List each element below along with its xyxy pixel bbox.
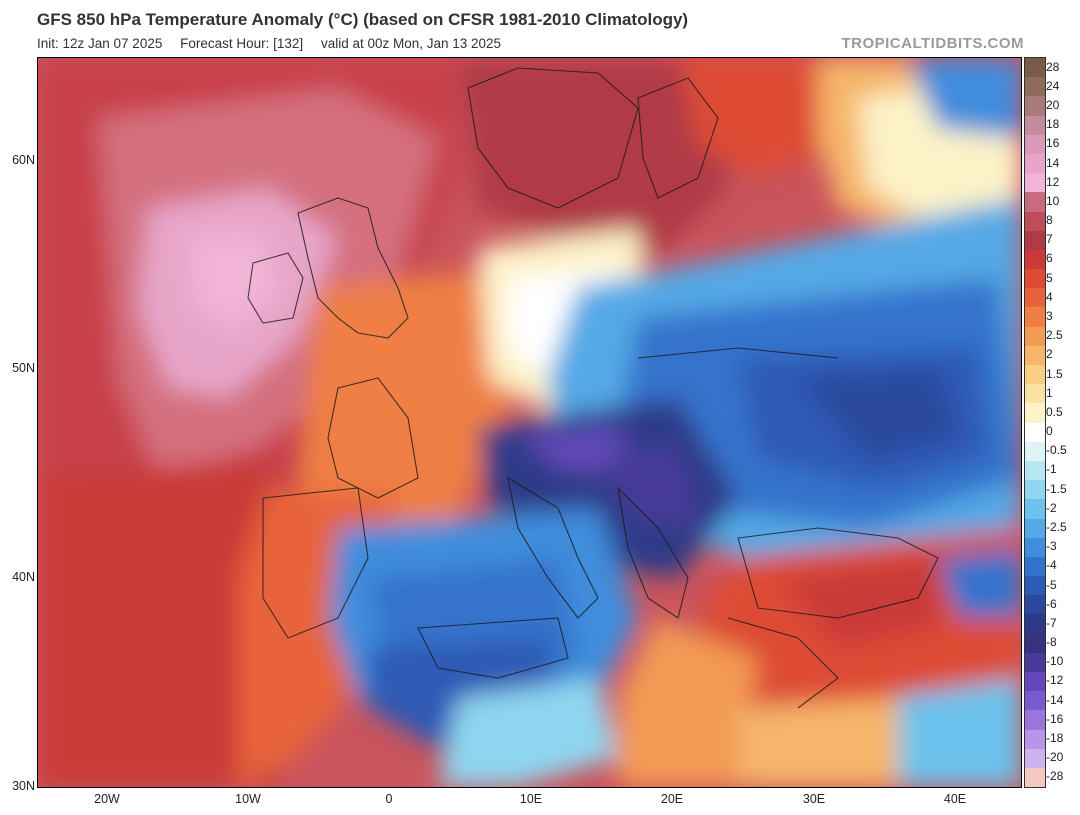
lon-label-40e: 40E [943, 792, 967, 806]
color-swatch [1025, 576, 1045, 596]
color-swatch [1025, 403, 1045, 423]
lon-label-0: 0 [385, 792, 393, 806]
color-scale-label: 5 [1046, 270, 1053, 285]
color-scale-label: -1 [1046, 462, 1057, 477]
anomaly-map [37, 57, 1022, 788]
lon-label-20e: 20E [660, 792, 684, 806]
color-swatch [1025, 729, 1045, 749]
color-swatch [1025, 480, 1045, 500]
lon-label-10e: 10E [519, 792, 543, 806]
color-swatch [1025, 192, 1045, 212]
valid-time: valid at 00z Mon, Jan 13 2025 [320, 36, 502, 51]
lon-label-30e: 30E [802, 792, 826, 806]
color-scale-label: 0.5 [1046, 404, 1063, 419]
color-swatch [1025, 767, 1045, 788]
color-swatch [1025, 230, 1045, 250]
chart-subtitle: Init: 12z Jan 07 2025 Forecast Hour: [13… [37, 36, 515, 51]
color-swatch [1025, 460, 1045, 481]
color-swatch [1025, 365, 1045, 385]
color-swatch [1025, 173, 1045, 193]
color-swatch [1025, 134, 1045, 154]
color-scale-labels: 28 24 20 18 16 14 12 10 8 7 6 5 4 3 2.5 2 1.5 1 0.5 0 -0.5 -1… [1046, 57, 1080, 786]
color-scale-label: 1 [1046, 385, 1053, 400]
lat-label-50n: 50N [12, 361, 35, 375]
color-scale-label: 20 [1046, 97, 1060, 112]
color-swatch [1025, 77, 1045, 97]
color-scale-label: -2.5 [1046, 520, 1067, 534]
color-scale-label: 4 [1046, 289, 1053, 304]
color-scale-label: -1.5 [1046, 481, 1067, 496]
color-scale-label: 12 [1046, 174, 1060, 189]
brand-watermark: TROPICALTIDBITS.COM [841, 35, 1024, 52]
color-scale-label: -8 [1046, 635, 1057, 650]
color-swatch [1025, 748, 1045, 768]
color-scale-label: 2.5 [1046, 328, 1063, 343]
color-scale-label: -2 [1046, 500, 1057, 515]
lat-label-30n: 30N [12, 779, 35, 793]
color-swatch [1025, 249, 1045, 270]
color-swatch [1025, 652, 1045, 672]
color-scale-label: -7 [1046, 615, 1057, 630]
color-scale-label: -20 [1046, 750, 1064, 765]
color-scale-label: 24 [1046, 78, 1060, 93]
color-swatch [1025, 499, 1045, 519]
color-swatch [1025, 672, 1045, 692]
color-scale-label: 2 [1046, 347, 1053, 362]
color-scale-label: 0 [1046, 424, 1053, 439]
color-scale-label: -14 [1046, 692, 1064, 707]
color-swatch [1025, 307, 1045, 327]
lon-label-20w: 20W [94, 792, 120, 806]
color-swatch [1025, 556, 1045, 577]
color-swatch [1025, 537, 1045, 557]
color-scale-label: -3 [1046, 539, 1057, 554]
color-swatch [1025, 288, 1045, 308]
color-scale-label: -0.5 [1046, 443, 1067, 458]
map-canvas [38, 58, 1021, 787]
color-scale-label: -18 [1046, 731, 1064, 746]
color-scale-label: -10 [1046, 654, 1064, 669]
color-scale-label: -12 [1046, 673, 1064, 688]
init-time: Init: 12z Jan 07 2025 [37, 36, 163, 51]
color-swatch [1025, 710, 1045, 730]
color-scale-label: -5 [1046, 577, 1057, 592]
color-swatch [1025, 422, 1045, 442]
lat-label-60n: 60N [12, 153, 35, 167]
color-swatch [1025, 269, 1045, 289]
color-scale-label: 3 [1046, 308, 1053, 323]
color-scale-label: 7 [1046, 232, 1053, 247]
color-swatch [1025, 58, 1045, 78]
color-swatch [1025, 153, 1045, 174]
color-scale-label: 28 [1046, 59, 1060, 74]
color-scale-label: -16 [1046, 711, 1064, 726]
color-scale-bar [1024, 57, 1046, 788]
color-swatch [1025, 518, 1045, 538]
color-swatch [1025, 96, 1045, 116]
color-scale-label: 14 [1046, 155, 1060, 170]
color-scale-label: 1.5 [1046, 366, 1063, 381]
color-swatch [1025, 441, 1045, 461]
forecast-hour: Forecast Hour: [132] [180, 36, 304, 51]
lat-label-40n: 40N [12, 570, 35, 584]
color-swatch [1025, 211, 1045, 231]
color-scale-label: 6 [1046, 251, 1053, 266]
color-scale-label: 8 [1046, 213, 1053, 228]
color-scale-label: 16 [1046, 136, 1060, 151]
color-scale-label: -28 [1046, 769, 1064, 784]
color-scale-label: 18 [1046, 117, 1060, 132]
color-swatch [1025, 595, 1045, 615]
color-scale-label: -4 [1046, 558, 1057, 573]
color-swatch [1025, 345, 1045, 365]
color-scale-label: 10 [1046, 193, 1060, 208]
lon-label-10w: 10W [235, 792, 261, 806]
color-swatch [1025, 691, 1045, 711]
color-swatch [1025, 614, 1045, 634]
color-scale-label: -6 [1046, 596, 1057, 611]
color-swatch [1025, 115, 1045, 135]
chart-title: GFS 850 hPa Temperature Anomaly (°C) (ba… [37, 10, 689, 29]
color-swatch [1025, 633, 1045, 653]
color-swatch [1025, 384, 1045, 404]
color-swatch [1025, 326, 1045, 346]
